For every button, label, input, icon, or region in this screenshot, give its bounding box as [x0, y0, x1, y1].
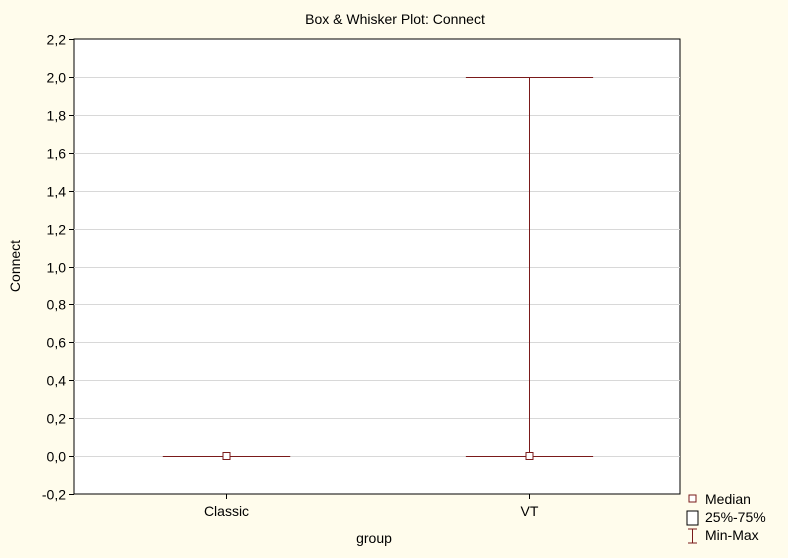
plot-area: [73, 38, 681, 495]
y-tick-label: -0,2: [42, 487, 66, 503]
legend: Median 25%-75% Min-Max: [686, 491, 766, 544]
y-tick-label: 1,2: [47, 222, 67, 238]
y-tick-label: 0,8: [47, 297, 67, 313]
legend-box-label: 25%-75%: [705, 509, 766, 525]
y-axis-ticks: -0,2 0,0 0,2 0,4 0,6 0,8 1,0 1,2 1,4 1,6 1,8 2,0 2,2: [42, 32, 74, 503]
y-axis-title: Connect: [7, 240, 23, 292]
legend-whisker-marker: [688, 528, 697, 544]
chart-title: Box & Whisker Plot: Connect: [305, 11, 485, 27]
x-tick-label: Classic: [204, 503, 249, 519]
y-tick-label: 0,2: [47, 411, 67, 427]
x-tick-label: VT: [521, 503, 539, 519]
y-tick-label: 1,0: [47, 260, 67, 276]
y-tick-label: 1,6: [47, 146, 67, 162]
x-axis-ticks: Classic VT: [204, 494, 539, 519]
legend-median-label: Median: [705, 491, 751, 507]
y-tick-label: 1,8: [47, 108, 67, 124]
median-marker: [222, 452, 231, 460]
legend-whisker-label: Min-Max: [705, 527, 759, 543]
y-tick-label: 1,4: [47, 184, 67, 200]
y-tick-label: 0,6: [47, 335, 67, 351]
y-tick-label: 0,0: [47, 449, 67, 465]
gridlines: [74, 77, 680, 457]
y-tick-label: 0,4: [47, 373, 67, 389]
box-marks: [162, 77, 594, 460]
legend-median-marker: [688, 494, 697, 503]
median-marker: [525, 452, 534, 460]
x-axis-title: group: [356, 530, 392, 546]
legend-box-marker: [686, 510, 699, 526]
y-tick-label: 2,2: [47, 32, 67, 48]
y-tick-label: 2,0: [47, 70, 67, 86]
